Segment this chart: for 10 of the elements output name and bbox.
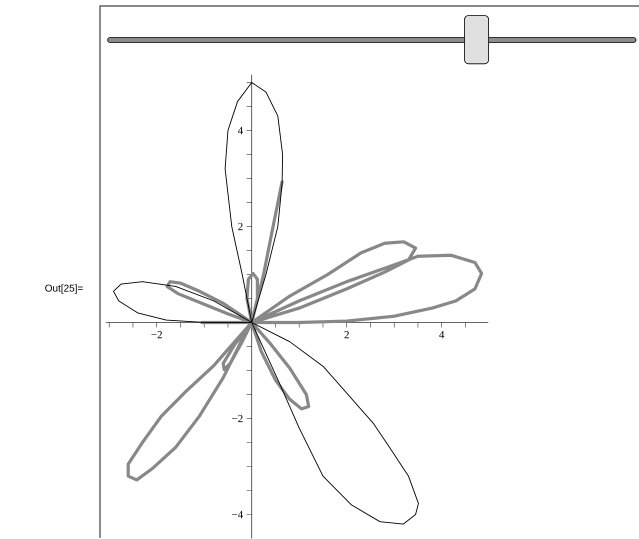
text: Out[25]= [45, 284, 83, 294]
y-tick-label: −4 [232, 510, 244, 518]
x-tick-label: −2 [151, 331, 162, 338]
y-tick-label: 4 [238, 126, 244, 134]
line-series [126, 180, 484, 482]
line-series [113, 82, 419, 525]
x-tick-label: 4 [439, 331, 444, 338]
x-tick-label: 2 [344, 331, 349, 338]
y-tick-label: 2 [238, 222, 243, 230]
y-tick-label: −2 [232, 414, 243, 422]
